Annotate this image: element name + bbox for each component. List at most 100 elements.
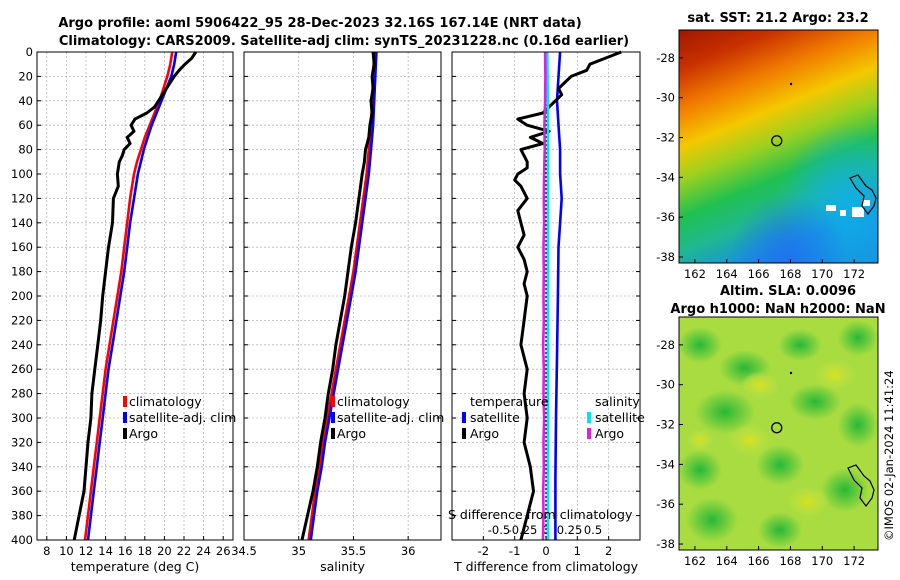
island-marker (789, 82, 793, 86)
salinity-legend: climatology satellite-adj. clim Argo (331, 394, 444, 441)
y-tick-label: 340 (11, 460, 33, 474)
x-axis-label: T difference from climatology (453, 559, 639, 574)
map-y-tick-label: -30 (656, 91, 675, 105)
series-s-satellite (546, 51, 550, 540)
legend-swatch-argo (331, 428, 335, 439)
y-tick-label: 160 (11, 240, 33, 254)
argo-location-marker (771, 422, 783, 434)
map-y-tick-label: -38 (656, 250, 675, 264)
series-argo (300, 51, 376, 541)
legend-swatch-s-satellite (587, 412, 591, 423)
map-x-tick-label: 172 (843, 554, 865, 568)
map-y-tick-label: -28 (656, 51, 675, 65)
legend-title-temperature: temperature (470, 394, 549, 409)
legend-swatch-climatology (331, 396, 335, 407)
series-satellite-adj-clim (309, 51, 378, 541)
legend-swatch-s-argo (587, 428, 591, 439)
island-marker (789, 371, 793, 375)
map-x-tick-label: 172 (843, 267, 865, 281)
s-diff-tick-label: -0.5 (488, 523, 510, 537)
map-y-tick-label: -36 (656, 210, 675, 224)
y-tick-label: 220 (11, 313, 33, 327)
legend-label-argo: Argo (337, 426, 366, 441)
sst-missing-data (826, 200, 870, 217)
map-x-tick-label: 168 (779, 554, 801, 568)
y-tick-label: 200 (11, 289, 33, 303)
x-tick-label: 1 (574, 544, 581, 558)
map-x-tick-label: 166 (748, 554, 770, 568)
x-tick-label: 12 (79, 544, 94, 558)
sla-map-title: Altim. SLA: 0.0096 (720, 284, 856, 299)
legend-swatch-satellite (123, 412, 127, 423)
s-diff-tick-label: 0 (542, 523, 549, 537)
plot-frame (243, 51, 442, 541)
y-tick-label: 40 (18, 94, 33, 108)
y-tick-label: 240 (11, 338, 33, 352)
sst-map: 162 164 166 168 170 172 -28 -30 -32 -34 -36 -38 (656, 29, 879, 281)
title-line1: Argo profile: aoml 5906422_95 28-Dec-202… (58, 16, 581, 31)
x-axis-label: salinity (320, 559, 365, 574)
x-tick-label: 18 (137, 544, 152, 558)
argo-location-marker (771, 135, 783, 147)
legend-swatch-climatology (123, 396, 127, 407)
s-difference-axis-label: S difference from climatology (448, 507, 633, 522)
legend-swatch-satellite (331, 412, 335, 423)
y-tick-label: 80 (18, 143, 33, 157)
x-tick-label: 24 (196, 544, 211, 558)
x-tick-label: 35 (291, 544, 306, 558)
x-tick-label: 35.5 (341, 544, 367, 558)
x-tick-label: 36 (401, 544, 416, 558)
map-x-tick-label: 168 (779, 267, 801, 281)
legend-label-s-argo: Argo (595, 426, 624, 441)
coastline-new-caledonia (849, 174, 877, 215)
sst-map-axes: 162 164 166 168 170 172 -28 -30 -32 -34 -36 -38 (656, 51, 865, 281)
map-x-tick-label: 162 (684, 554, 706, 568)
y-tick-label: 0 (26, 45, 33, 59)
y-tick-label: 20 (18, 69, 33, 83)
imos-watermark: ©IMOS 02-Jan-2024 11:41:24 (882, 370, 896, 541)
y-tick-label: 260 (11, 362, 33, 376)
y-tick-label: 180 (11, 265, 33, 279)
y-tick-label: 280 (11, 387, 33, 401)
s-diff-tick-label: 0.25 (557, 523, 583, 537)
temperature-panel: 0 20 40 60 80 100 120 140 160 180 200 220 240 260 280 3… (11, 45, 234, 574)
y-tick-label: 140 (11, 216, 33, 230)
x-tick-label: 20 (157, 544, 172, 558)
series-t-satellite (554, 51, 564, 540)
salinity-panel: 34.5 35 35.5 36 salinity (231, 51, 442, 574)
legend-label-t-satellite: satellite (470, 410, 520, 425)
y-tick-label: 120 (11, 191, 33, 205)
plot-frame (36, 51, 234, 541)
x-tick-label: 34.5 (231, 544, 257, 558)
map-x-tick-label: 164 (716, 267, 738, 281)
legend-label-t-argo: Argo (470, 426, 499, 441)
legend-swatch-t-satellite (462, 412, 466, 423)
sst-map-frame (678, 29, 879, 264)
map-y-tick-label: -32 (656, 131, 675, 145)
x-tick-label: -2 (478, 544, 489, 558)
map-y-tick-label: -36 (656, 497, 675, 511)
y-tick-label: 380 (11, 509, 33, 523)
series-argo (72, 51, 198, 541)
sla-blobs (679, 320, 878, 548)
legend-label-argo: Argo (129, 426, 158, 441)
map-x-tick-label: 162 (684, 267, 706, 281)
x-tick-label: 2 (605, 544, 612, 558)
legend-swatch-t-argo (462, 428, 466, 439)
series-s-argo (541, 51, 547, 541)
sla-map-frame (678, 316, 879, 551)
sst-map-title: sat. SST: 21.2 Argo: 23.2 (687, 11, 868, 26)
map-y-tick-label: -34 (656, 170, 675, 184)
map-y-tick-label: -34 (656, 457, 675, 471)
difference-panel: -2 -1 0 1 2-0.5-0.25 0 0.25 0.5T difference fro… (451, 50, 641, 574)
y-tick-label: 320 (11, 435, 33, 449)
y-tick-label: 300 (11, 411, 33, 425)
series-satellite-adj-clim (86, 51, 178, 541)
legend-label-satellite: satellite-adj. clim (129, 410, 236, 425)
sla-map-subtitle: Argo h1000: NaN h2000: NaN (670, 302, 885, 317)
s-diff-tick-label: 0.5 (584, 523, 602, 537)
coastline-new-caledonia (847, 464, 875, 507)
legend-label-s-satellite: satellite (595, 410, 645, 425)
x-tick-label: 22 (177, 544, 192, 558)
y-tick-label: 60 (18, 118, 33, 132)
